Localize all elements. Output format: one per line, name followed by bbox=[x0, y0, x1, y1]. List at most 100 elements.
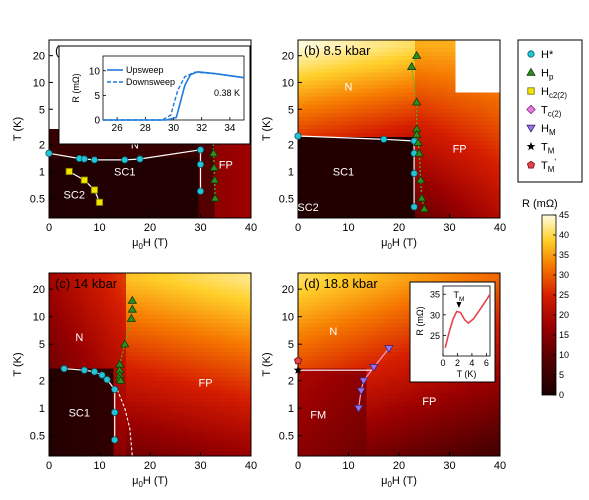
region-label: N bbox=[75, 332, 83, 344]
y-tick-label: 1 bbox=[39, 403, 45, 415]
y-axis-label: T (K) bbox=[12, 352, 24, 376]
data-point bbox=[411, 97, 422, 106]
colorbar-tick-label: 0 bbox=[559, 390, 564, 400]
inset-y-tick: 0 bbox=[94, 116, 100, 127]
data-point bbox=[293, 356, 303, 365]
y-axis-label: T (K) bbox=[261, 352, 273, 376]
data-point bbox=[127, 295, 138, 304]
panel-3: 0 10 20 30 40 0.5 1 2 5 10 20 μ0H (T) T (K) (c) 14 kb… bbox=[12, 272, 257, 489]
hm-legend-marker bbox=[526, 124, 536, 133]
x-tick-label: 20 bbox=[393, 222, 405, 234]
boundary-line bbox=[410, 55, 425, 210]
data-point bbox=[65, 167, 73, 176]
data-point bbox=[196, 160, 205, 169]
data-point bbox=[358, 377, 369, 386]
y-tick-label: 10 bbox=[33, 312, 45, 324]
region-label: N bbox=[345, 82, 353, 94]
data-point bbox=[116, 375, 126, 384]
inset-x-tick: 28 bbox=[140, 123, 152, 134]
inset-legend-label: Downsweep bbox=[126, 77, 175, 87]
data-point bbox=[411, 50, 422, 59]
x-axis-label: μ0H (T) bbox=[132, 237, 168, 251]
colorbar-tick-label: 5 bbox=[559, 370, 564, 380]
data-point bbox=[136, 155, 144, 163]
data-point bbox=[121, 156, 129, 164]
boundary-line bbox=[298, 135, 415, 207]
data-point bbox=[417, 193, 427, 202]
data-point bbox=[120, 339, 130, 348]
data-point bbox=[411, 129, 422, 138]
inset-x-tick: 34 bbox=[224, 123, 236, 134]
x-tick-label: 0 bbox=[46, 222, 52, 234]
y-tick-label: 0.5 bbox=[30, 431, 45, 443]
x-tick-label: 30 bbox=[443, 222, 455, 234]
inset-y-tick: 30 bbox=[430, 310, 440, 320]
data-point bbox=[406, 62, 417, 70]
region-label: FP bbox=[219, 159, 233, 171]
region-label: N bbox=[329, 326, 337, 338]
inset-y-tick: 5 bbox=[94, 91, 100, 102]
heatmap bbox=[298, 40, 500, 218]
inset-x-tick: 26 bbox=[112, 123, 124, 134]
data-point bbox=[127, 304, 138, 313]
data-point bbox=[196, 187, 205, 195]
x-tick-label: 10 bbox=[342, 222, 354, 234]
y-tick-label: 5 bbox=[39, 104, 45, 116]
region-label: SC2 bbox=[64, 190, 85, 202]
series-hc2 bbox=[65, 167, 104, 206]
y-axis-label: T (K) bbox=[261, 117, 273, 141]
y-tick-label: 1 bbox=[288, 403, 294, 415]
region-label: FP bbox=[453, 144, 467, 156]
x-tick-label: 40 bbox=[245, 460, 257, 472]
x-tick-label: 20 bbox=[393, 460, 405, 472]
x-tick-label: 0 bbox=[295, 460, 301, 472]
data-point bbox=[380, 135, 388, 143]
region-label: FM bbox=[310, 410, 326, 422]
y-tick-label: 10 bbox=[33, 77, 45, 89]
series-hm bbox=[353, 345, 394, 413]
region-label: N bbox=[131, 140, 139, 152]
data-point bbox=[416, 175, 426, 184]
series-tmp bbox=[293, 356, 303, 365]
data-point bbox=[356, 387, 366, 396]
inset-plot: 26 28 30 32 34 0 5 10 R (mΩ) Upsweep Downsweep 0.38… bbox=[58, 45, 251, 145]
data-point bbox=[111, 436, 119, 444]
inset-downsweep-line bbox=[103, 71, 245, 121]
region-label: SC1 bbox=[69, 407, 90, 419]
data-point bbox=[103, 376, 111, 384]
data-point bbox=[196, 146, 205, 154]
x-tick-label: 40 bbox=[494, 460, 506, 472]
y-axis-label: T (K) bbox=[12, 117, 24, 141]
y-tick-label: 2 bbox=[288, 140, 294, 152]
data-point bbox=[410, 203, 418, 211]
x-tick-label: 20 bbox=[144, 222, 156, 234]
hstar-legend-marker bbox=[527, 50, 535, 58]
data-point bbox=[111, 408, 119, 416]
data-point bbox=[111, 385, 119, 394]
inset-annotation: TM bbox=[453, 290, 464, 303]
inset-y-axis-label: R (mΩ) bbox=[71, 73, 81, 102]
data-point bbox=[210, 193, 220, 202]
inset-x-tick: 6 bbox=[484, 358, 489, 368]
colorbar-title: R (mΩ) bbox=[522, 198, 558, 210]
inset-x-tick: 0 bbox=[440, 358, 445, 368]
inset-x-tick: 32 bbox=[196, 123, 208, 134]
panel-title: (c) 14 kbar bbox=[55, 276, 118, 291]
colorbar-tick-label: 25 bbox=[559, 290, 569, 300]
x-tick-label: 20 bbox=[144, 460, 156, 472]
y-tick-label: 20 bbox=[33, 51, 45, 63]
series-hp bbox=[406, 50, 429, 213]
data-point bbox=[90, 368, 99, 376]
region-label: SC1 bbox=[114, 166, 135, 178]
x-axis-label: μ0H (T) bbox=[132, 475, 168, 489]
data-point bbox=[294, 132, 302, 140]
y-tick-label: 1 bbox=[288, 166, 294, 178]
data-point bbox=[60, 365, 68, 373]
x-tick-label: 40 bbox=[494, 222, 506, 234]
series-hstar bbox=[45, 146, 205, 195]
x-tick-label: 40 bbox=[245, 222, 257, 234]
y-tick-label: 0.5 bbox=[279, 193, 294, 205]
